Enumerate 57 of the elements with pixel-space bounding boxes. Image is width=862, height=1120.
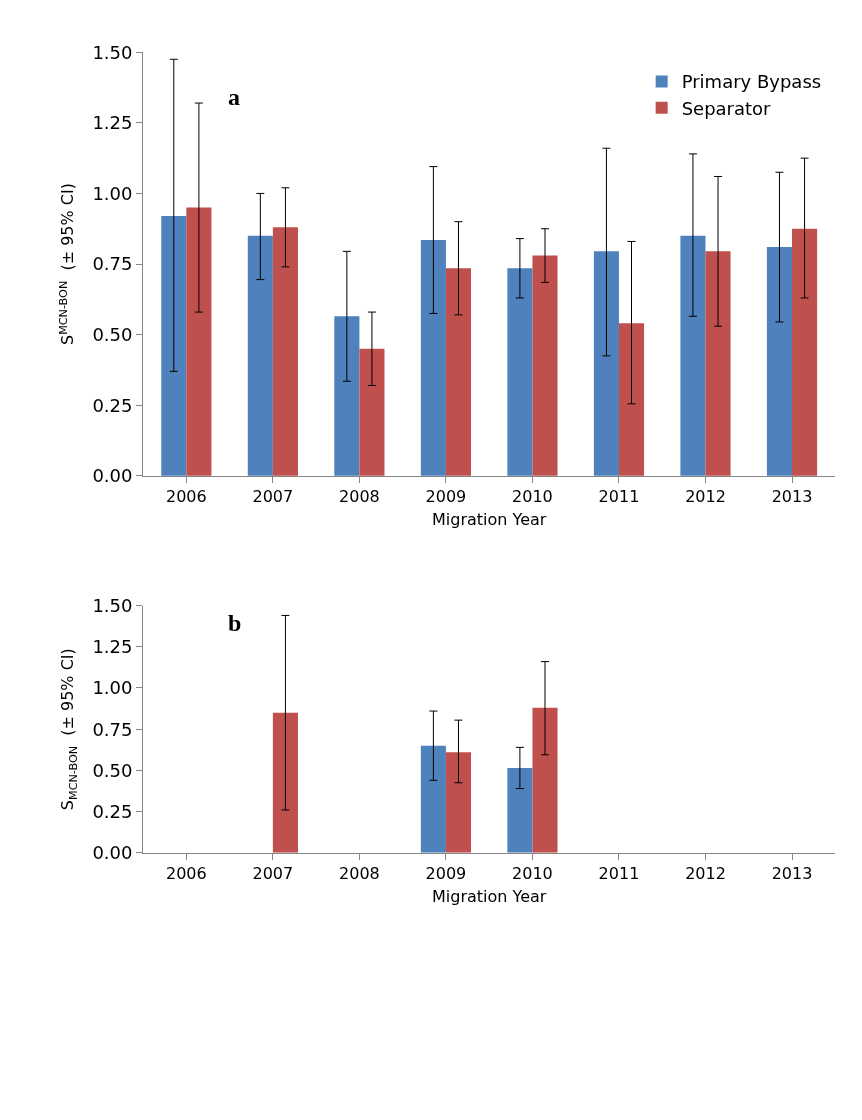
x-tick-label: 2010 — [512, 864, 553, 884]
bar — [420, 745, 446, 853]
x-tick-label: 2007 — [252, 487, 294, 507]
y-tick-label: 0.25 — [92, 800, 133, 822]
bar — [680, 235, 706, 476]
y-tick-label: 1.25 — [92, 112, 133, 134]
legend-label: Primary Bypass — [681, 71, 822, 93]
y-tick-label: 1.50 — [92, 594, 133, 616]
bar — [792, 228, 818, 476]
bar — [445, 268, 472, 476]
x-tick-label: 2011 — [598, 487, 640, 507]
y-tick-label: 0.00 — [92, 842, 133, 864]
y-tick-label: 0.50 — [92, 323, 133, 345]
bar — [161, 216, 187, 476]
bar — [507, 767, 533, 853]
bar — [272, 712, 298, 853]
x-tick-label: 2013 — [771, 487, 813, 507]
bar — [593, 251, 619, 476]
bar — [507, 268, 533, 476]
bar — [334, 316, 360, 476]
x-tick-label: 2008 — [339, 864, 380, 884]
x-tick-label: 2011 — [598, 864, 640, 884]
x-axis-title: Migration Year — [431, 886, 547, 906]
bar — [359, 348, 385, 476]
x-tick-label: 2008 — [339, 487, 380, 507]
y-tick-label: 0.50 — [92, 759, 133, 781]
bar — [272, 227, 298, 476]
y-tick-label: 0.25 — [92, 394, 133, 416]
bar — [186, 207, 212, 476]
x-axis-title: Migration Year — [431, 509, 547, 529]
x-tick-label: 2009 — [425, 487, 467, 507]
bar — [532, 255, 558, 476]
legend-label: Separator — [681, 97, 772, 119]
bar — [705, 251, 731, 476]
y-tick-label: 0.75 — [92, 718, 133, 740]
x-tick-label: 2012 — [685, 487, 726, 507]
bar — [445, 752, 472, 853]
x-tick-label: 2010 — [512, 487, 553, 507]
y-tick-label: 1.50 — [92, 41, 133, 63]
x-tick-label: 2006 — [165, 864, 207, 884]
annotation: b — [228, 610, 242, 636]
x-tick-label: 2009 — [425, 864, 467, 884]
x-tick-label: 2013 — [771, 864, 813, 884]
bar — [247, 235, 273, 476]
y-tick-label: 1.00 — [92, 677, 133, 699]
bar — [766, 247, 793, 476]
annotation: a — [228, 84, 240, 110]
x-tick-label: 2006 — [165, 487, 207, 507]
y-tick-label: 1.25 — [92, 636, 133, 658]
x-tick-label: 2012 — [685, 864, 726, 884]
y-tick-label: 0.00 — [92, 465, 133, 487]
y-tick-label: 1.00 — [92, 182, 133, 204]
bar — [420, 240, 446, 476]
x-tick-label: 2007 — [252, 864, 294, 884]
y-tick-label: 0.75 — [92, 253, 133, 275]
bar — [532, 707, 558, 853]
bar — [618, 323, 645, 476]
